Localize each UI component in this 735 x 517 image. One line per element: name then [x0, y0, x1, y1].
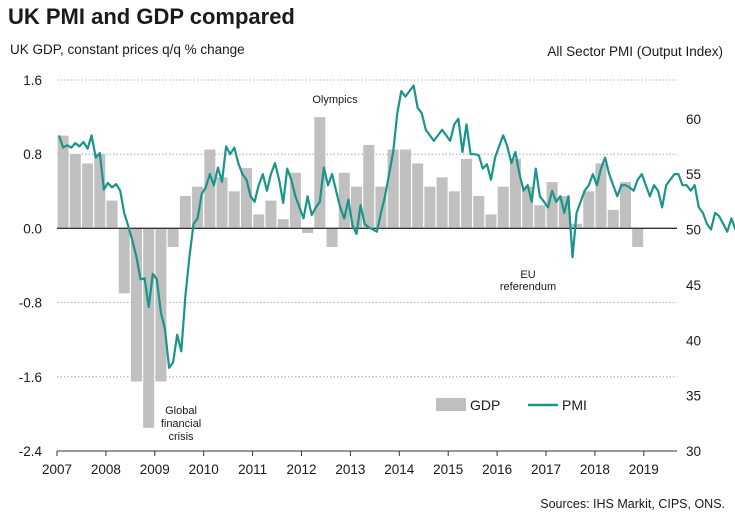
x-tick-label: 2017 [531, 462, 561, 477]
gdp-bar [351, 186, 363, 229]
gdp-bar [265, 200, 277, 229]
gdp-bar [619, 182, 631, 229]
right-tick-label: 30 [686, 444, 701, 459]
pmi-series-line [57, 84, 735, 369]
gdp-bar [363, 144, 375, 229]
gdp-bar [595, 163, 607, 229]
gdp-bar [473, 195, 485, 229]
gdp-bar [571, 223, 583, 229]
left-tick-label: 0.0 [23, 221, 42, 236]
gdp-bar [289, 172, 301, 229]
annotation-financial-crisis: Global [165, 405, 197, 417]
gdp-bar [497, 186, 509, 229]
x-tick-label: 2007 [42, 462, 72, 477]
gdp-bar [179, 195, 191, 229]
gdp-bar [509, 158, 521, 229]
gdp-bar [69, 154, 81, 229]
gdp-bar [534, 205, 546, 229]
annotation-eu-referendum: referendum [500, 281, 556, 293]
x-tick-label: 2012 [286, 462, 316, 477]
gdp-bar [424, 186, 436, 229]
x-tick-label: 2009 [140, 462, 170, 477]
gdp-bar [314, 117, 326, 229]
gdp-bar [338, 172, 350, 229]
annotation-financial-crisis: financial [161, 418, 201, 430]
annotation-olympics: Olympics [312, 94, 358, 106]
source-note: Sources: IHS Markit, CIPS, ONS. [540, 497, 725, 511]
annotation-eu-referendum: EU [520, 269, 535, 281]
gdp-bar [583, 191, 595, 229]
gdp-bar [94, 154, 106, 229]
gdp-bar [399, 149, 411, 229]
gdp-bar [228, 191, 240, 229]
legend-gdp-label: GDP [470, 397, 500, 413]
gdp-bar [607, 209, 619, 229]
x-tick-label: 2008 [91, 462, 121, 477]
right-tick-label: 60 [686, 112, 701, 127]
gdp-bar [240, 168, 252, 229]
left-tick-label: -0.8 [19, 296, 42, 311]
gdp-bar [130, 228, 142, 382]
x-tick-label: 2019 [629, 462, 659, 477]
right-tick-label: 45 [686, 278, 701, 293]
gdp-bar [632, 228, 644, 247]
right-axis-subtitle: All Sector PMI (Output Index) [547, 44, 723, 59]
left-tick-label: 0.8 [23, 147, 42, 162]
gdp-bar [82, 163, 94, 229]
gdp-bar [436, 177, 448, 229]
x-tick-label: 2018 [580, 462, 610, 477]
x-tick-label: 2011 [238, 462, 267, 477]
gdp-bar [143, 228, 155, 428]
gdp-bar [204, 149, 216, 229]
x-tick-label: 2010 [189, 462, 219, 477]
gdp-bar [277, 219, 289, 229]
right-tick-label: 55 [686, 167, 701, 182]
x-tick-label: 2015 [433, 462, 463, 477]
left-axis-subtitle: UK GDP, constant prices q/q % change [10, 42, 245, 57]
left-tick-label: -2.4 [19, 444, 43, 459]
gdp-bar [461, 158, 473, 229]
gdp-bar [546, 182, 558, 229]
gdp-bar [387, 149, 399, 229]
x-tick-label: 2016 [482, 462, 512, 477]
gdp-bar [412, 163, 424, 229]
chart-title: UK PMI and GDP compared [8, 4, 295, 29]
gdp-bar [106, 200, 118, 229]
gdp-bar [302, 228, 314, 234]
right-tick-label: 50 [686, 223, 701, 238]
gdp-bar [216, 177, 228, 229]
x-tick-label: 2013 [335, 462, 365, 477]
legend-pmi-label: PMI [562, 397, 587, 413]
right-tick-label: 35 [686, 389, 701, 404]
gdp-bar [192, 186, 204, 229]
left-tick-label: -1.6 [19, 370, 42, 385]
annotation-financial-crisis: crisis [168, 431, 194, 443]
gdp-bar [485, 214, 497, 229]
right-tick-label: 40 [686, 333, 701, 348]
left-tick-label: 1.6 [23, 73, 42, 88]
gdp-bar [167, 228, 179, 247]
gdp-bar [375, 186, 387, 229]
gdp-bar [253, 214, 265, 229]
gdp-bar [448, 191, 460, 229]
gdp-bar [118, 228, 130, 294]
gdp-bar [326, 228, 338, 247]
legend-gdp-swatch [436, 398, 466, 411]
gdp-bar [522, 186, 534, 229]
gdp-bar [57, 135, 69, 229]
x-tick-label: 2014 [384, 462, 415, 477]
